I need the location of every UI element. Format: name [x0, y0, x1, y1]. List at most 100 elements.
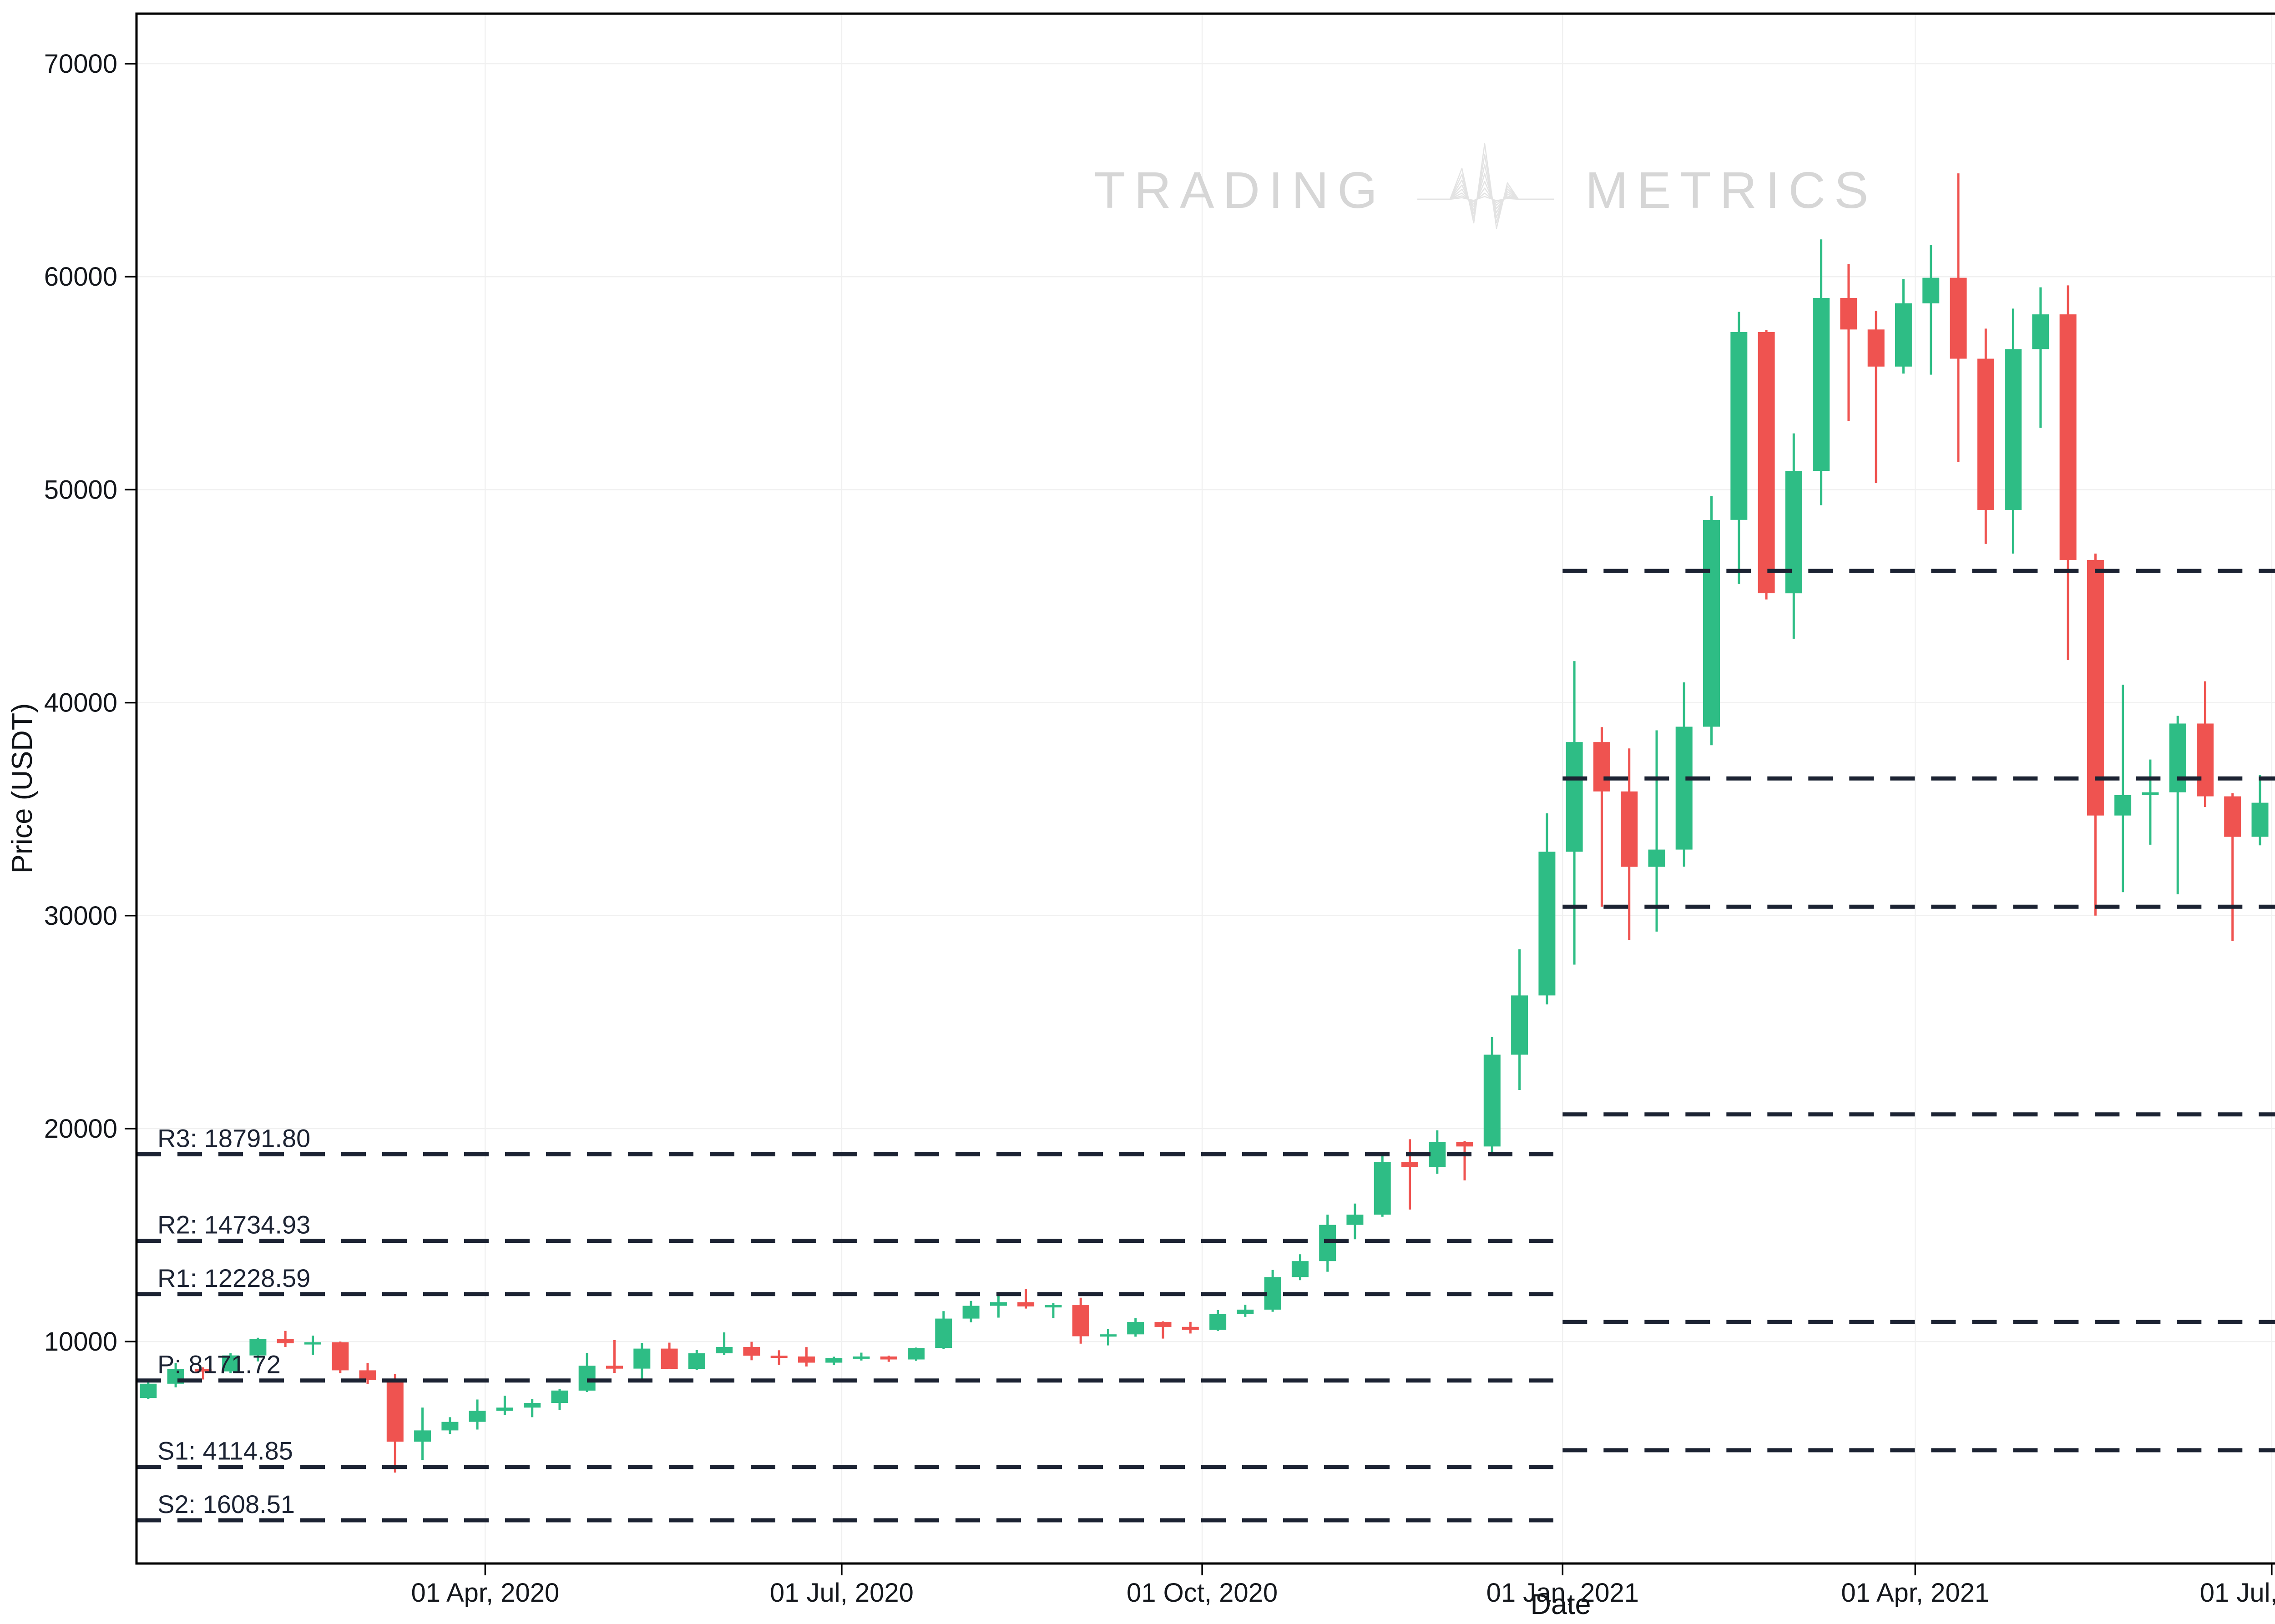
candle: [2142, 759, 2159, 845]
candle: [2059, 285, 2077, 660]
candle-body: [1867, 329, 1885, 367]
candle: [1045, 1303, 1062, 1318]
candle-body: [1045, 1305, 1062, 1308]
y-axis-tick-label: 40000: [44, 688, 117, 718]
candle-body: [551, 1390, 568, 1403]
candle-body: [1237, 1309, 1254, 1314]
candle: [606, 1340, 623, 1373]
pivot-line-label: R3: 18791.80: [157, 1124, 310, 1153]
candle-body: [1922, 277, 1940, 303]
candle: [249, 1337, 267, 1362]
candle-body: [1950, 277, 1967, 359]
y-axis-tick-label: 60000: [44, 262, 117, 292]
candle-body: [496, 1407, 513, 1411]
candle-body: [935, 1318, 952, 1348]
candle: [1566, 661, 1583, 965]
candle: [1840, 264, 1857, 421]
candle: [1813, 239, 1830, 505]
candle: [1154, 1321, 1172, 1339]
candle-body: [1401, 1162, 1418, 1167]
candle: [1264, 1270, 1281, 1312]
candle: [414, 1407, 431, 1460]
candle-body: [716, 1347, 733, 1353]
candle-body: [1593, 742, 1610, 792]
plot-layer: R3: 18791.80 R2: 14734.93 R1: 12228.59 P: 8…: [136, 173, 2275, 1523]
candle-body: [140, 1383, 157, 1398]
candle: [1621, 748, 1638, 940]
candle: [716, 1332, 733, 1355]
candle-body: [194, 1369, 212, 1372]
candle-body: [1072, 1305, 1089, 1337]
candle: [2251, 775, 2269, 846]
candle: [1182, 1321, 1199, 1334]
candle: [304, 1336, 321, 1355]
candle: [1456, 1141, 1473, 1180]
candle: [524, 1399, 541, 1417]
candle: [962, 1301, 980, 1322]
candle: [880, 1356, 897, 1362]
candle: [1209, 1310, 1227, 1331]
candle: [140, 1380, 157, 1399]
candle-body: [277, 1339, 294, 1343]
candle: [496, 1396, 513, 1415]
candle-body: [1291, 1261, 1309, 1277]
candle: [770, 1350, 788, 1365]
candle-body: [908, 1348, 925, 1360]
candle-body: [606, 1366, 623, 1369]
candle-body: [2087, 560, 2104, 816]
candle: [1483, 1037, 1501, 1152]
candle-body: [2197, 723, 2214, 797]
candle: [743, 1342, 760, 1361]
candle-body: [1483, 1054, 1501, 1147]
candle: [1593, 727, 1610, 907]
candle: [1675, 682, 1693, 867]
candle-body: [1621, 791, 1638, 867]
candle-body: [1319, 1225, 1336, 1261]
x-axis-tick-label: 01 Oct, 2020: [1127, 1578, 1278, 1608]
pivot-line-label: P: 8171.72: [157, 1350, 281, 1379]
candle: [1730, 312, 1748, 584]
candle-body: [332, 1342, 349, 1371]
candle: [359, 1363, 376, 1384]
candle-body: [1675, 726, 1693, 850]
candle: [578, 1353, 596, 1392]
candle: [1538, 813, 1556, 1004]
candle: [332, 1342, 349, 1373]
candle-body: [1840, 298, 1857, 330]
candle-body: [798, 1356, 815, 1363]
candle: [1319, 1215, 1336, 1272]
candle: [2087, 553, 2104, 916]
grid-layer: [136, 14, 2275, 1563]
candle-body: [1758, 332, 1775, 594]
x-axis-tick-label: 01 Jan, 2021: [1486, 1578, 1639, 1608]
candle: [661, 1342, 678, 1369]
candle: [1922, 245, 1940, 375]
candle: [1758, 330, 1775, 600]
pivot-line-label: R1: 12228.59: [157, 1264, 310, 1292]
candle: [551, 1389, 568, 1410]
candle: [990, 1296, 1007, 1318]
candle: [2032, 287, 2049, 428]
pulse-waveform-path: [1417, 173, 1554, 213]
pivot-line-label: S2: 1608.51: [157, 1490, 295, 1518]
candle: [935, 1311, 952, 1349]
candle: [1127, 1318, 1144, 1337]
candle: [1648, 730, 1665, 932]
candle-body: [853, 1356, 870, 1359]
candle: [798, 1347, 815, 1367]
candle: [2005, 308, 2022, 554]
watermark: TRADING METRICS: [1094, 143, 1869, 229]
plot-border: [135, 12, 2275, 1565]
candle: [1017, 1289, 1035, 1309]
candle-body: [661, 1348, 678, 1369]
candle-body: [1429, 1142, 1446, 1167]
candle-body: [2005, 349, 2022, 510]
candle-body: [1813, 298, 1830, 471]
candle-body: [743, 1347, 760, 1356]
y-axis-tick-label: 70000: [44, 49, 117, 79]
candle: [277, 1331, 294, 1347]
candle-body: [1785, 471, 1802, 594]
candle-body: [962, 1306, 980, 1319]
candle-body: [2251, 802, 2269, 837]
